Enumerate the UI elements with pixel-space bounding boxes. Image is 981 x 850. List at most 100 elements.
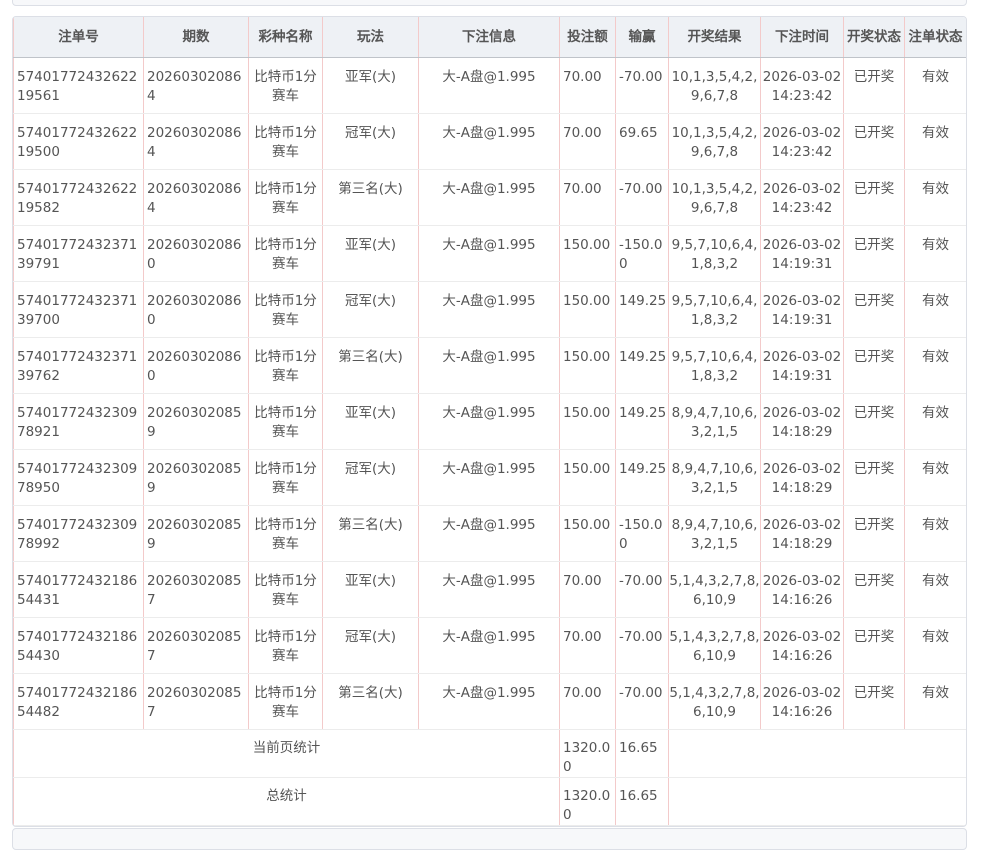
column-header-order-id: 注单号 [13, 17, 144, 58]
cell-lottery-name: 比特币1分赛车 [248, 505, 323, 562]
summary-row: 总统计 1320.00 16.65 [13, 777, 966, 826]
column-header-period: 期数 [143, 17, 249, 58]
column-header-draw-status: 开奖状态 [843, 17, 905, 58]
cell-win-loss: -70.00 [615, 617, 669, 674]
cell-bet-amount: 150.00 [559, 505, 616, 562]
cell-play-type: 第三名(大) [322, 169, 419, 226]
cell-bet-info: 大-A盘@1.995 [418, 225, 560, 282]
cell-bet-time: 2026-03-02 14:19:31 [760, 281, 844, 338]
cell-lottery-name: 比特币1分赛车 [248, 225, 323, 282]
cell-period: 202603020859 [143, 449, 249, 506]
cell-bet-time: 2026-03-02 14:18:29 [760, 449, 844, 506]
cell-win-loss: -70.00 [615, 673, 669, 730]
cell-play-type: 亚军(大) [322, 393, 419, 450]
cell-draw-result: 8,9,4,7,10,6,3,2,1,5 [668, 393, 761, 450]
summary-empty [668, 777, 966, 826]
cell-bet-info: 大-A盘@1.995 [418, 113, 560, 170]
cell-draw-result: 8,9,4,7,10,6,3,2,1,5 [668, 449, 761, 506]
table-row: 5740177243237139791 202603020860 比特币1分赛车 亚军… [13, 225, 966, 282]
cell-order-status: 有效 [904, 113, 966, 170]
cell-order-id: 5740177243262219582 [13, 169, 144, 226]
cell-order-status: 有效 [904, 281, 966, 338]
cell-draw-status: 已开奖 [843, 393, 905, 450]
cell-bet-amount: 70.00 [559, 169, 616, 226]
column-header-bet-amount: 投注额 [559, 17, 616, 58]
cell-order-id: 5740177243230978950 [13, 449, 144, 506]
cell-draw-result: 9,5,7,10,6,4,1,8,3,2 [668, 225, 761, 282]
cell-draw-status: 已开奖 [843, 449, 905, 506]
cell-order-status: 有效 [904, 337, 966, 394]
cell-order-id: 5740177243237139700 [13, 281, 144, 338]
top-panel [12, 0, 967, 6]
cell-period: 202603020859 [143, 505, 249, 562]
cell-play-type: 冠军(大) [322, 113, 419, 170]
cell-period: 202603020857 [143, 561, 249, 618]
cell-bet-time: 2026-03-02 14:19:31 [760, 337, 844, 394]
column-header-bet-time: 下注时间 [760, 17, 844, 58]
cell-bet-time: 2026-03-02 14:19:31 [760, 225, 844, 282]
cell-period: 202603020864 [143, 113, 249, 170]
cell-play-type: 第三名(大) [322, 673, 419, 730]
cell-lottery-name: 比特币1分赛车 [248, 113, 323, 170]
cell-draw-result: 8,9,4,7,10,6,3,2,1,5 [668, 505, 761, 562]
table-row: 5740177243237139762 202603020860 比特币1分赛车 第三… [13, 337, 966, 394]
cell-order-id: 5740177243230978921 [13, 393, 144, 450]
cell-order-id: 5740177243262219561 [13, 57, 144, 114]
cell-lottery-name: 比特币1分赛车 [248, 169, 323, 226]
column-header-play-type: 玩法 [322, 17, 419, 58]
table-header: 注单号 期数 彩种名称 玩法 下注信息 投注额 输赢 开奖结果 下注时间 开奖状态 注单状态 [13, 17, 966, 58]
cell-order-status: 有效 [904, 393, 966, 450]
cell-lottery-name: 比特币1分赛车 [248, 617, 323, 674]
cell-play-type: 亚军(大) [322, 225, 419, 282]
cell-draw-status: 已开奖 [843, 169, 905, 226]
cell-win-loss: -150.00 [615, 225, 669, 282]
cell-order-status: 有效 [904, 449, 966, 506]
cell-play-type: 亚军(大) [322, 561, 419, 618]
cell-play-type: 冠军(大) [322, 281, 419, 338]
cell-order-status: 有效 [904, 617, 966, 674]
cell-bet-time: 2026-03-02 14:16:26 [760, 673, 844, 730]
table-row: 5740177243230978921 202603020859 比特币1分赛车 亚军… [13, 393, 966, 450]
summary-winloss: 16.65 [615, 777, 669, 826]
column-header-order-status: 注单状态 [904, 17, 966, 58]
cell-bet-time: 2026-03-02 14:16:26 [760, 561, 844, 618]
cell-win-loss: 149.25 [615, 393, 669, 450]
cell-period: 202603020857 [143, 617, 249, 674]
cell-bet-amount: 150.00 [559, 225, 616, 282]
cell-lottery-name: 比特币1分赛车 [248, 337, 323, 394]
cell-bet-amount: 150.00 [559, 281, 616, 338]
cell-order-status: 有效 [904, 57, 966, 114]
column-header-draw-result: 开奖结果 [668, 17, 761, 58]
cell-draw-status: 已开奖 [843, 225, 905, 282]
table-row: 5740177243230978992 202603020859 比特币1分赛车 第三… [13, 505, 966, 562]
cell-bet-info: 大-A盘@1.995 [418, 337, 560, 394]
cell-play-type: 亚军(大) [322, 57, 419, 114]
cell-order-status: 有效 [904, 561, 966, 618]
cell-lottery-name: 比特币1分赛车 [248, 57, 323, 114]
column-header-win-loss: 输赢 [615, 17, 669, 58]
table-row: 5740177243262219582 202603020864 比特币1分赛车 第三… [13, 169, 966, 226]
cell-draw-status: 已开奖 [843, 505, 905, 562]
cell-bet-info: 大-A盘@1.995 [418, 281, 560, 338]
column-header-bet-info: 下注信息 [418, 17, 560, 58]
cell-draw-result: 10,1,3,5,4,2,9,6,7,8 [668, 57, 761, 114]
cell-bet-time: 2026-03-02 14:16:26 [760, 617, 844, 674]
summary-label: 总统计 [13, 777, 560, 826]
cell-bet-time: 2026-03-02 14:23:42 [760, 169, 844, 226]
cell-period: 202603020860 [143, 281, 249, 338]
cell-order-status: 有效 [904, 505, 966, 562]
cell-bet-amount: 150.00 [559, 337, 616, 394]
cell-win-loss: 149.25 [615, 281, 669, 338]
cell-period: 202603020864 [143, 169, 249, 226]
cell-order-id: 5740177243218654482 [13, 673, 144, 730]
table-row: 5740177243262219561 202603020864 比特币1分赛车 亚军… [13, 57, 966, 114]
cell-period: 202603020860 [143, 337, 249, 394]
cell-draw-status: 已开奖 [843, 617, 905, 674]
cell-bet-info: 大-A盘@1.995 [418, 449, 560, 506]
bet-records-table: 注单号 期数 彩种名称 玩法 下注信息 投注额 输赢 开奖结果 下注时间 开奖状态 注单状态 574… [13, 17, 966, 826]
cell-draw-status: 已开奖 [843, 561, 905, 618]
bet-records-table-container: 注单号 期数 彩种名称 玩法 下注信息 投注额 输赢 开奖结果 下注时间 开奖状态 注单状态 574… [12, 16, 967, 827]
table-row: 5740177243262219500 202603020864 比特币1分赛车 冠军… [13, 113, 966, 170]
cell-period: 202603020859 [143, 393, 249, 450]
summary-label: 当前页统计 [13, 729, 560, 778]
